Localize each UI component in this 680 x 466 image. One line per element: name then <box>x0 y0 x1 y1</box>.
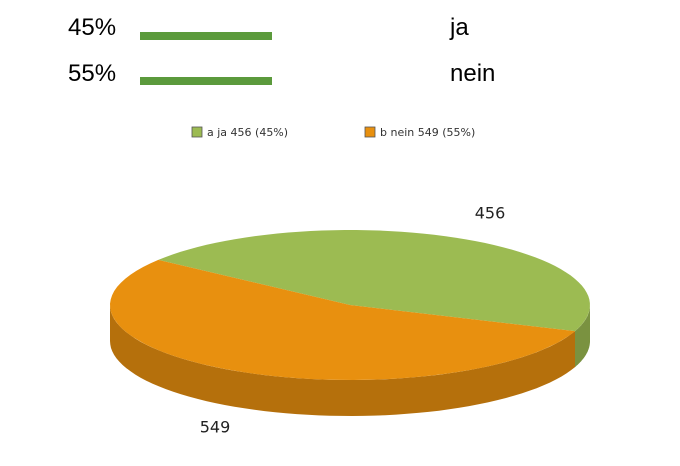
pie-slice <box>110 259 575 380</box>
legend-swatch <box>364 126 376 138</box>
poll-percent: 55% <box>68 60 117 87</box>
pie-slice <box>158 230 590 332</box>
pie-side <box>575 305 590 368</box>
poll-answer: ja <box>450 14 469 41</box>
value-label: 549 <box>200 418 231 437</box>
poll-bar <box>140 32 272 40</box>
legend-swatch <box>191 126 203 138</box>
poll-percent: 45% <box>68 14 117 41</box>
poll-answer: nein <box>450 60 496 87</box>
poll-bar <box>140 77 272 85</box>
legend-label: a ja 456 (45%) <box>207 126 288 139</box>
legend-label: b nein 549 (55%) <box>380 126 475 139</box>
pie-side <box>110 305 575 416</box>
value-label: 456 <box>475 204 506 223</box>
